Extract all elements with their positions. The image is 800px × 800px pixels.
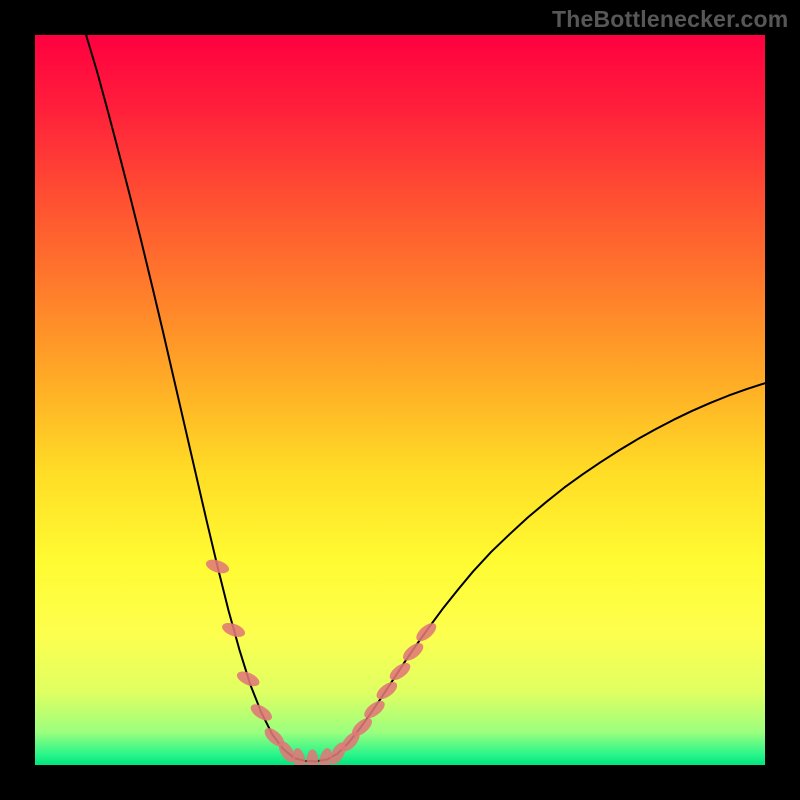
watermark-text: TheBottlenecker.com bbox=[552, 6, 788, 33]
bottleneck-plot bbox=[35, 35, 765, 765]
plot-svg bbox=[35, 35, 765, 765]
